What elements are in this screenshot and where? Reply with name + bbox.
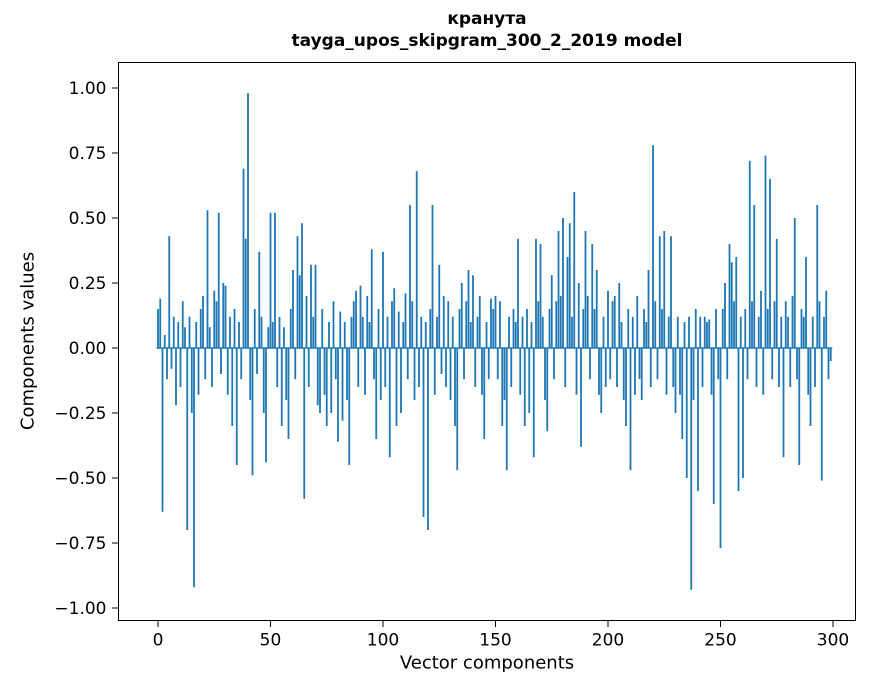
y-tick-label: 0.50 [69, 209, 107, 229]
y-tick-label: −0.25 [54, 404, 106, 424]
y-axis-label: Components values [17, 251, 39, 431]
y-tick-label: −0.75 [54, 534, 106, 554]
x-tick-label: 0 [153, 631, 164, 651]
x-tick-label: 200 [592, 631, 624, 651]
x-axis-label: Vector components [399, 652, 575, 674]
x-tick-label: 50 [260, 631, 282, 651]
y-tick-label: 1.00 [69, 79, 107, 99]
y-tick-label: 0.00 [69, 339, 107, 359]
x-tick-label: 250 [704, 631, 736, 651]
y-tick-label: −1.00 [54, 599, 106, 619]
chart-title-line2: tayga_upos_skipgram_300_2_2019 model [291, 31, 683, 51]
chart-title: кранута tayga_upos_skipgram_300_2_2019 m… [292, 8, 683, 52]
y-tick-label: 0.75 [69, 144, 107, 164]
chart-title-line1: кранута [447, 9, 527, 29]
x-tick-label: 150 [479, 631, 511, 651]
x-tick-label: 100 [367, 631, 399, 651]
y-tick-label: −0.50 [54, 469, 106, 489]
x-tick-label: 300 [817, 631, 849, 651]
y-tick-label: 0.25 [69, 274, 107, 294]
